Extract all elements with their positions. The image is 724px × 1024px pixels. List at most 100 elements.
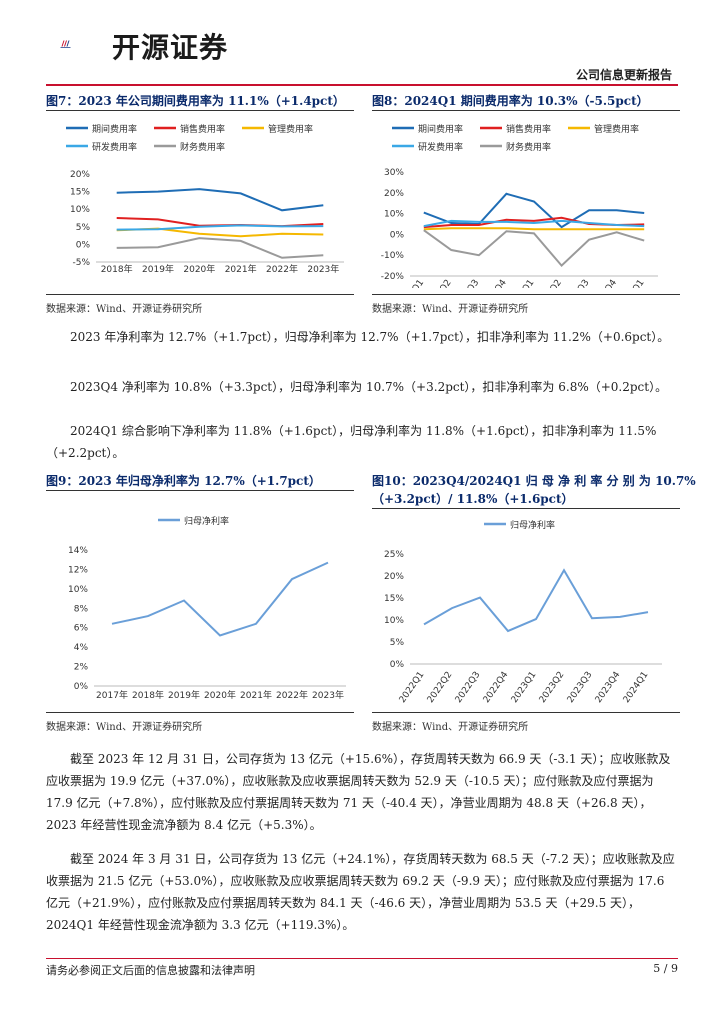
legend-label: 管理费用率: [268, 123, 313, 135]
fig9-bottom-border: [46, 712, 354, 713]
legend-label: 期间费用率: [92, 123, 137, 135]
y-tick-label: 10%: [70, 205, 90, 215]
x-tick-label: 2021年: [240, 689, 272, 701]
series-line: [423, 227, 645, 231]
series-line: [423, 229, 645, 268]
y-tick-label: 0%: [390, 660, 405, 670]
y-tick-label: -5%: [72, 258, 90, 268]
x-tick-label: 2021年: [225, 263, 257, 275]
x-tick-label: 2023年: [307, 263, 339, 275]
series-line: [116, 217, 324, 228]
y-tick-label: 6%: [74, 624, 89, 634]
legend-label: 研发费用率: [418, 141, 463, 153]
x-tick-label: 2023Q4: [594, 670, 623, 705]
fig8-source: 数据来源：Wind、开源证券研究所: [372, 304, 529, 315]
x-tick-label: 2024Q1: [618, 278, 647, 288]
x-tick-label: 2023Q2: [538, 670, 567, 705]
x-tick-label: 2019年: [142, 263, 174, 275]
fig9-chart: 归母净利率 0% 2% 4% 6% 8% 10% 12% 14% 2017年 2018年 2019年 2…: [68, 515, 346, 701]
x-tick-label: 2022年: [276, 689, 308, 701]
legend-label: 销售费用率: [506, 123, 551, 135]
x-tick-label: 2017年: [96, 689, 128, 701]
x-tick-label: 2023Q3: [563, 278, 592, 288]
x-tick-label: 2022Q2: [426, 670, 455, 705]
page-number: 5 / 9: [653, 962, 678, 975]
fig7-top-border: [46, 110, 354, 111]
fig8-top-border: [372, 110, 680, 111]
report-type: 公司信息更新报告: [575, 68, 672, 82]
legend-label: 归母净利率: [510, 519, 555, 531]
y-tick-label: 5%: [390, 638, 405, 648]
series-line: [111, 561, 329, 637]
fig10-source: 数据来源：Wind、开源证券研究所: [372, 722, 529, 733]
company-logo: [60, 40, 71, 48]
legend-label: 归母净利率: [184, 515, 229, 527]
company-name: 开源证券: [112, 31, 229, 64]
fig10-bottom-border: [372, 712, 680, 713]
x-tick-label: 2022Q1: [398, 670, 427, 705]
paragraph-working-capital-2024q1: 截至 2024 年 3 月 31 日，公司存货为 13 亿元（+24.1%），存…: [46, 852, 675, 932]
y-tick-label: 20%: [384, 189, 404, 199]
y-tick-label: 4%: [74, 643, 89, 653]
fig9-title: 图9：2023 年归母净利率为 12.7%（+1.7pct）: [46, 474, 321, 488]
fig8-title: 图8：2024Q1 期间费用率为 10.3%（-5.5pct）: [372, 94, 649, 108]
y-tick-label: -10%: [381, 251, 405, 261]
y-tick-label: 20%: [384, 572, 404, 582]
x-tick-label: 2022Q4: [482, 670, 511, 705]
y-tick-label: 0%: [76, 240, 91, 250]
x-tick-label: 2022年: [266, 263, 298, 275]
paragraph-net-margin-2024q1: 2024Q1 综合影响下净利率为 11.8%（+1.6pct），归母净利率为 1…: [46, 424, 657, 460]
header-rule: [46, 84, 678, 86]
y-tick-label: 0%: [74, 682, 89, 692]
x-tick-label: 2022Q2: [425, 278, 454, 288]
legend-label: 研发费用率: [92, 141, 137, 153]
fig10-title-line2: （+3.2pct）/ 11.8%（+1.6pct）: [372, 492, 574, 506]
y-tick-label: 8%: [74, 604, 89, 614]
series-line: [423, 219, 645, 228]
fig7-source: 数据来源：Wind、开源证券研究所: [46, 304, 203, 315]
footer-disclaimer: 请务必参阅正文后面的信息披露和法律声明: [46, 964, 255, 977]
x-tick-label: 2023Q1: [508, 278, 537, 288]
x-tick-label: 2020年: [204, 689, 236, 701]
fig10-top-border: [372, 508, 680, 509]
legend-label: 财务费用率: [506, 141, 551, 153]
x-tick-label: 2019年: [168, 689, 200, 701]
series-line: [116, 224, 324, 231]
series-line: [116, 188, 324, 212]
fig7-bottom-border: [46, 294, 354, 295]
series-line: [423, 192, 645, 229]
y-tick-label: 15%: [384, 594, 404, 604]
x-tick-label: 2022Q3: [454, 670, 483, 705]
y-tick-label: -20%: [381, 272, 405, 282]
paragraph-net-margin-2023: 2023 年净利率为 12.7%（+1.7pct），归母净利率为 12.7%（+…: [70, 330, 670, 344]
y-tick-label: 30%: [384, 168, 404, 178]
x-tick-label: 2023Q1: [510, 670, 539, 705]
legend-label: 期间费用率: [418, 123, 463, 135]
fig9-top-border: [46, 490, 354, 491]
y-tick-label: 5%: [76, 223, 91, 233]
series-line: [423, 568, 649, 633]
x-tick-label: 2023Q2: [535, 278, 564, 288]
legend-label: 管理费用率: [594, 123, 639, 135]
x-tick-label: 2023Q4: [590, 278, 619, 288]
y-tick-label: 10%: [68, 585, 88, 595]
legend-label: 财务费用率: [180, 141, 225, 153]
legend-label: 销售费用率: [180, 123, 225, 135]
y-tick-label: 10%: [384, 210, 404, 220]
y-tick-label: 0%: [390, 230, 405, 240]
x-tick-label: 2022Q4: [480, 278, 509, 288]
x-tick-label: 2018年: [132, 689, 164, 701]
y-tick-label: 14%: [68, 546, 88, 556]
fig7-title: 图7：2023 年公司期间费用率为 11.1%（+1.4pct）: [46, 94, 345, 108]
x-tick-label: 2024Q1: [622, 670, 651, 705]
y-tick-label: 12%: [68, 565, 88, 575]
y-tick-label: 2%: [74, 663, 89, 673]
y-tick-label: 15%: [70, 188, 90, 198]
y-tick-label: 25%: [384, 550, 404, 560]
y-tick-label: 20%: [70, 170, 90, 180]
fig10-title-line1: 图10：2023Q4/2024Q1 归 母 净 利 率 分 别 为 10.7%: [372, 474, 696, 488]
x-tick-label: 2020年: [183, 263, 215, 275]
